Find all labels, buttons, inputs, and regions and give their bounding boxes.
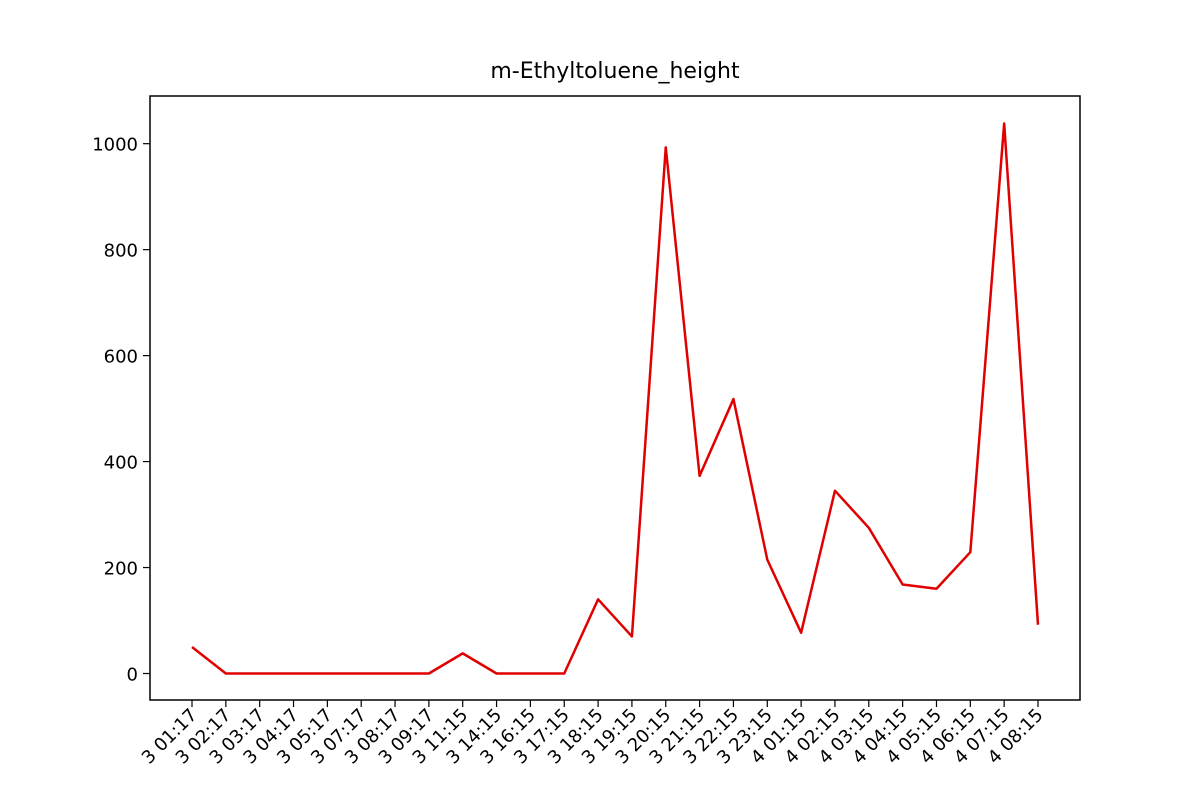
y-tick-label: 600: [104, 347, 138, 368]
x-axis: 3 01:173 02:173 03:173 04:173 05:173 07:…: [138, 700, 1048, 768]
series-line: [191, 122, 1040, 675]
plot-frame: [149, 95, 1081, 701]
y-tick-label: 800: [104, 241, 138, 262]
y-tick-label: 0: [127, 665, 138, 686]
y-tick-label: 400: [104, 453, 138, 474]
y-tick-label: 200: [104, 559, 138, 580]
y-tick-label: 1000: [92, 135, 138, 156]
y-axis: 0 200 400 600 800 1000: [92, 135, 150, 686]
chart-title: m-Ethyltoluene_height: [490, 59, 740, 84]
